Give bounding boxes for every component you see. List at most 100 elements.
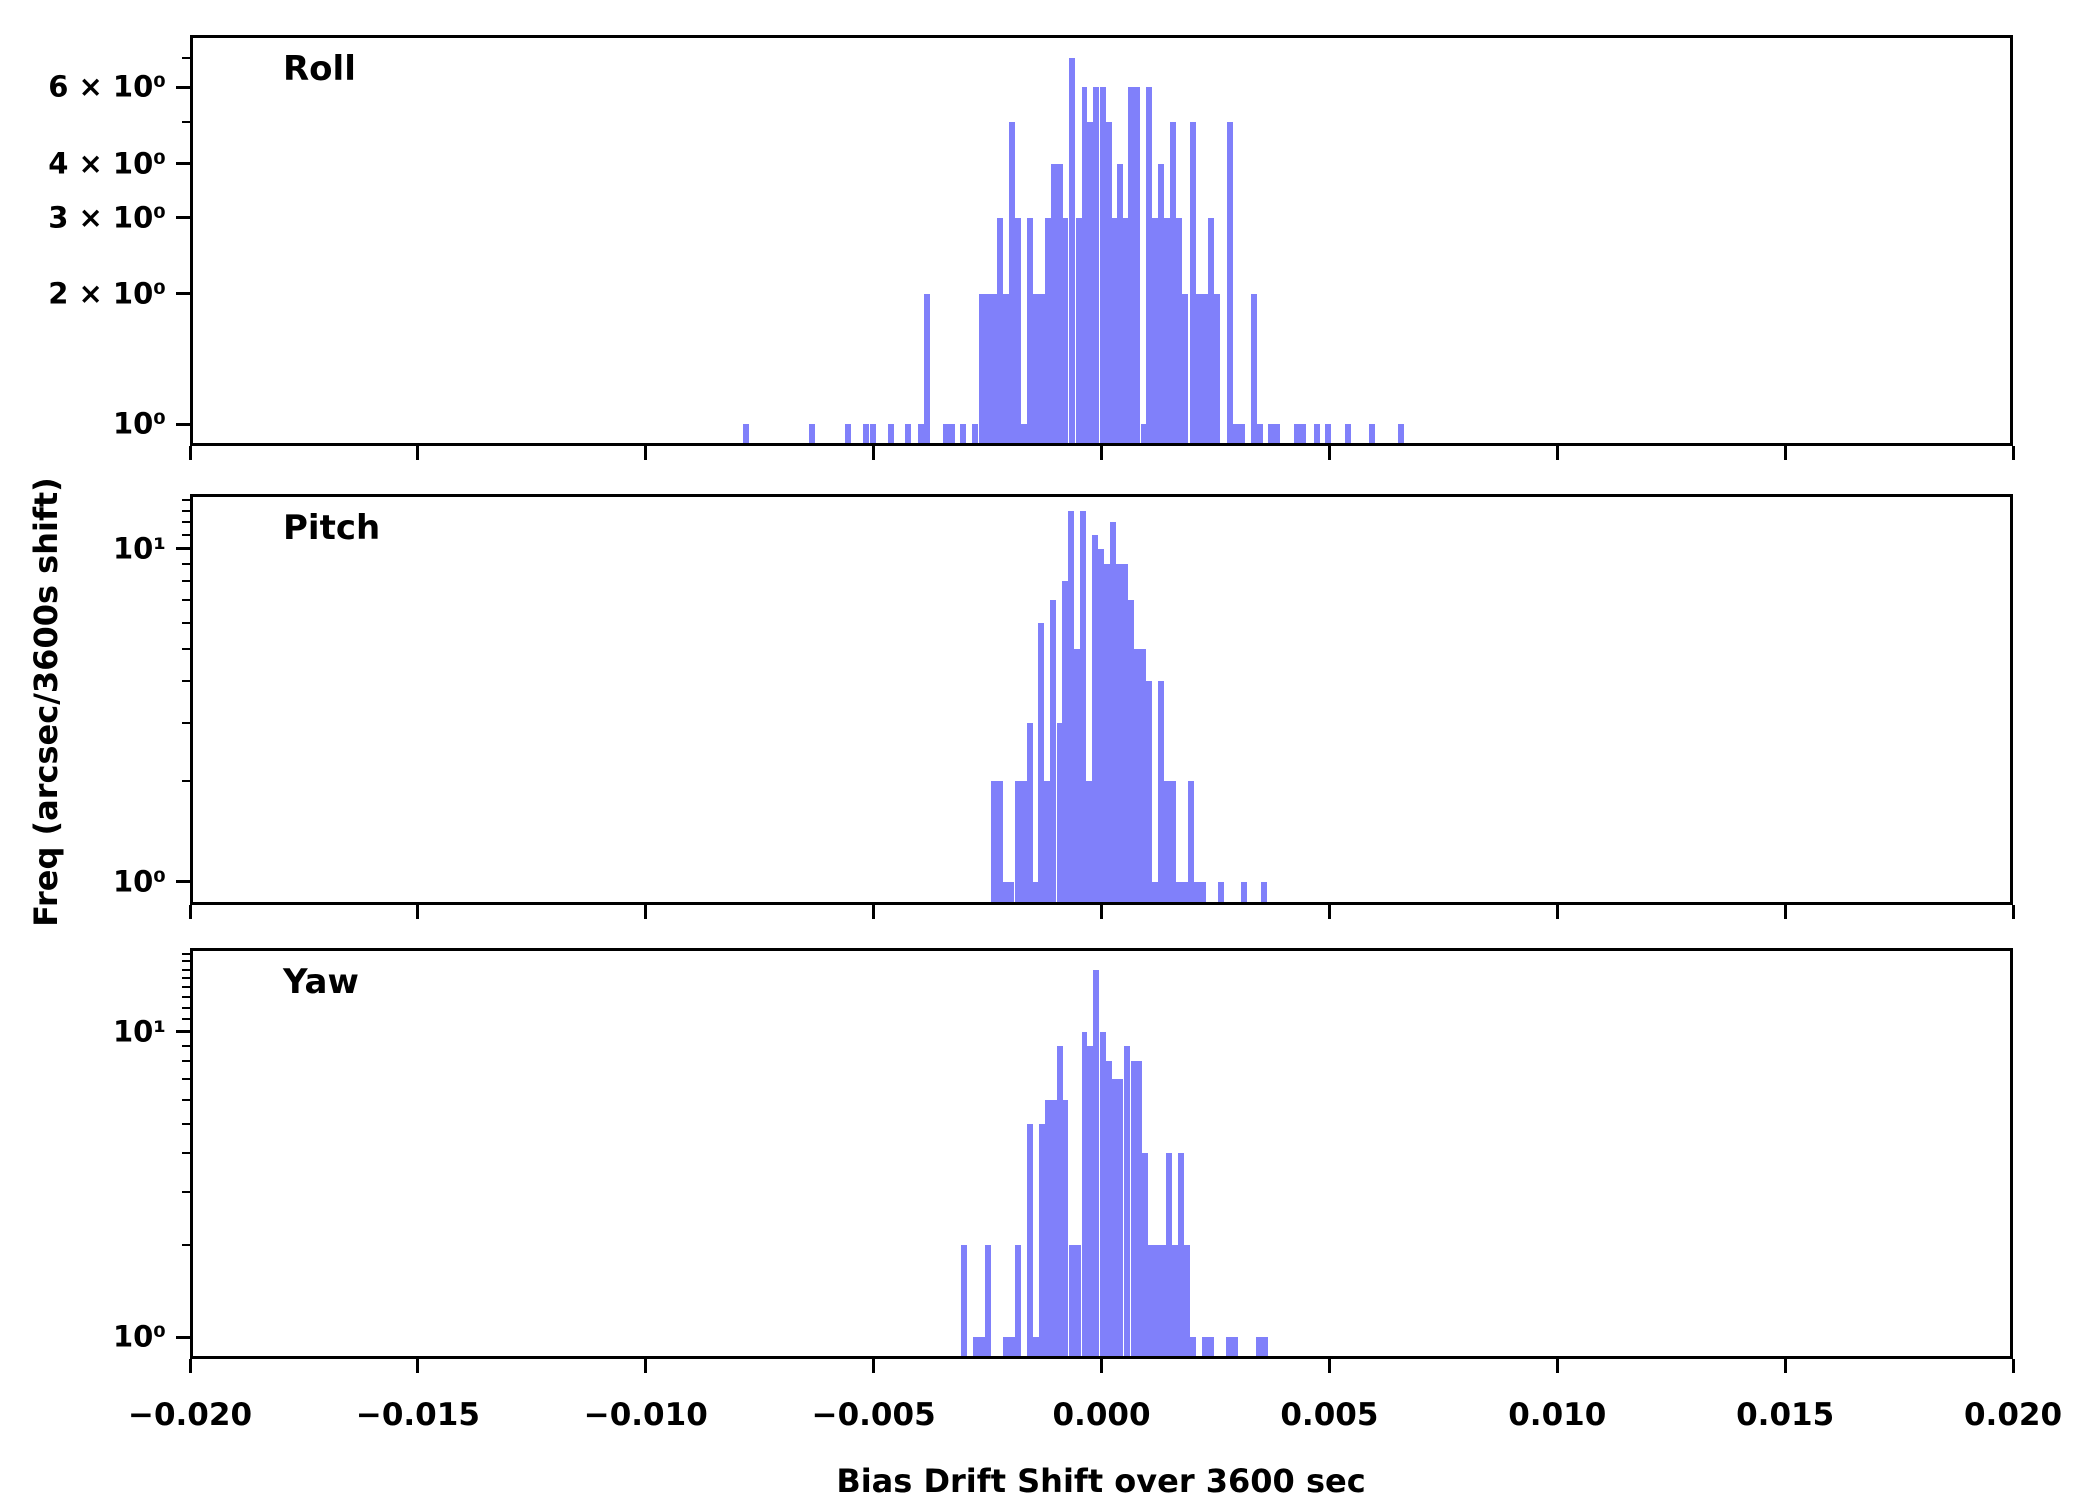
- histogram-bar: [1110, 522, 1117, 902]
- histogram-bar: [1158, 163, 1165, 443]
- y-minor-tick: [182, 57, 190, 60]
- y-minor-tick: [182, 680, 190, 683]
- histogram-bar: [869, 424, 876, 443]
- histogram-bar: [1190, 1337, 1197, 1356]
- histogram-bar: [1184, 1245, 1191, 1356]
- y-minor-tick: [182, 1190, 190, 1193]
- histogram-bar: [991, 293, 998, 443]
- histogram-bar: [1166, 1153, 1173, 1356]
- histogram-bar: [1032, 293, 1039, 443]
- histogram-bar: [1044, 1099, 1051, 1356]
- histogram-bar: [1038, 293, 1045, 443]
- histogram-bar: [1175, 881, 1182, 902]
- histogram-bar: [1299, 424, 1306, 443]
- x-tick-label: 0.010: [1508, 1397, 1607, 1433]
- histogram-bar: [1128, 87, 1135, 443]
- histogram-bar: [1398, 424, 1405, 443]
- x-tick: [416, 446, 420, 460]
- histogram-bar: [1074, 1245, 1081, 1356]
- histogram-bar: [1128, 600, 1135, 902]
- histogram-bar: [1261, 1337, 1268, 1356]
- histogram-bar: [1175, 217, 1182, 443]
- histogram-bar: [1146, 681, 1152, 902]
- histogram-bar: [1050, 1099, 1057, 1356]
- x-tick: [1327, 446, 1331, 460]
- histogram-bar: [1225, 1337, 1232, 1356]
- histogram-bar: [1050, 600, 1057, 902]
- x-tick-label: 0.000: [1052, 1397, 1151, 1433]
- histogram-bar: [1134, 87, 1141, 443]
- x-tick-label: −0.015: [355, 1397, 480, 1433]
- histogram-bar: [1170, 781, 1177, 902]
- y-minor-tick: [182, 960, 190, 963]
- histogram-bar: [1062, 1099, 1069, 1356]
- y-minor-tick: [182, 1078, 190, 1081]
- histogram-bar: [1154, 1245, 1161, 1356]
- histogram-bar: [1178, 1153, 1185, 1356]
- histogram-bar: [1062, 217, 1069, 443]
- histogram-bar: [1111, 217, 1118, 443]
- histogram-bar: [1160, 1245, 1167, 1356]
- histogram-bar: [1099, 87, 1106, 443]
- x-tick: [188, 446, 192, 460]
- histogram-bar: [1038, 622, 1045, 902]
- y-tick-label: 10¹: [112, 531, 166, 566]
- x-tick: [1555, 446, 1559, 460]
- x-tick: [872, 1359, 876, 1373]
- histogram-bar: [1208, 1337, 1215, 1356]
- histogram-bar: [1105, 1061, 1112, 1356]
- x-tick: [644, 446, 648, 460]
- histogram-bar: [1152, 217, 1159, 443]
- histogram-bar: [1325, 424, 1332, 443]
- y-minor-tick: [182, 533, 190, 536]
- histogram-bar: [1032, 881, 1039, 902]
- histogram-bar: [918, 424, 925, 443]
- histogram-bar: [1261, 881, 1268, 902]
- histogram-bar: [972, 1337, 979, 1356]
- y-tick: [176, 1030, 190, 1034]
- histogram-bar: [1226, 121, 1233, 443]
- histogram-bar: [996, 781, 1003, 902]
- histogram-bar: [1157, 681, 1164, 902]
- y-minor-tick: [182, 1098, 190, 1101]
- x-tick: [644, 905, 648, 919]
- y-minor-tick: [182, 499, 190, 502]
- y-minor-tick: [182, 996, 190, 999]
- y-tick-label: 4 × 10⁰: [48, 146, 166, 181]
- histogram-bar: [1140, 648, 1147, 902]
- x-tick: [644, 1359, 648, 1373]
- histogram-bar: [1117, 1079, 1124, 1356]
- histogram-bar: [1202, 1337, 1209, 1356]
- histogram-bar: [1008, 1337, 1015, 1356]
- y-minor-tick: [182, 780, 190, 783]
- histogram-bar: [1217, 881, 1224, 902]
- histogram-bar: [1068, 58, 1075, 443]
- histogram-bar: [1199, 881, 1206, 902]
- histogram-bar: [1093, 87, 1100, 443]
- x-tick: [416, 1359, 420, 1373]
- histogram-bar: [1256, 424, 1263, 443]
- histogram-bar: [960, 1245, 967, 1356]
- histogram-bar: [1080, 510, 1087, 902]
- x-tick-label: −0.005: [811, 1397, 936, 1433]
- histogram-bar: [1056, 163, 1063, 443]
- histogram-bar: [1202, 293, 1209, 443]
- histogram-bar: [924, 293, 931, 443]
- histogram-bar: [1111, 1079, 1118, 1356]
- histogram-bar: [845, 424, 852, 443]
- x-tick: [872, 446, 876, 460]
- histogram-bar: [1002, 293, 1009, 443]
- histogram-bar: [1148, 1245, 1155, 1356]
- histogram-bar: [1368, 424, 1375, 443]
- x-tick: [2011, 1359, 2015, 1373]
- histogram-bar: [984, 1245, 991, 1356]
- histogram-bar: [1273, 424, 1280, 443]
- histogram-bar: [1208, 217, 1215, 443]
- histogram-bar: [1020, 424, 1027, 443]
- histogram-bar: [1092, 534, 1099, 902]
- histogram-bar: [1313, 424, 1320, 443]
- histogram-bar: [984, 293, 991, 443]
- histogram-bar: [742, 424, 749, 443]
- histogram-bar: [1093, 969, 1100, 1356]
- x-tick: [2011, 905, 2015, 919]
